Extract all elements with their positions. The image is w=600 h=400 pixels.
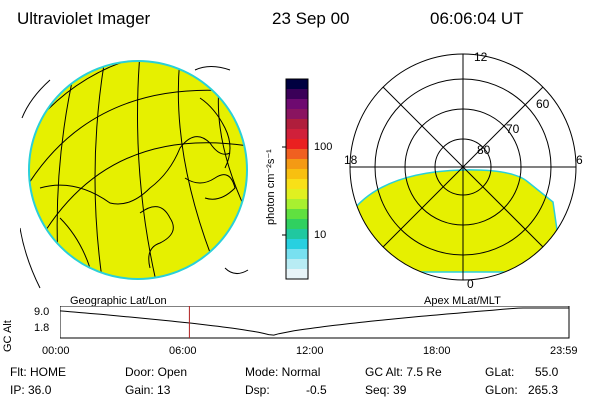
colorbar-tick-100: 100 [314, 141, 333, 153]
latitude-line [30, 62, 221, 159]
colorbar-step [286, 139, 308, 150]
colorbar-step [286, 219, 308, 230]
mlt-label-6: 6 [576, 153, 583, 167]
colorbar-step [286, 119, 308, 130]
altitude-curve [60, 307, 569, 336]
mode-status: Mode: Normal [245, 365, 321, 379]
colorbar-step [286, 199, 308, 210]
apex-title: Apex MLat/MLT [424, 295, 501, 307]
mlat-label-70: 70 [506, 122, 520, 136]
color-bar: photon cm⁻²s⁻¹ [265, 78, 309, 280]
longitude-line [137, 62, 161, 278]
time-tick-0600: 06:00 [169, 345, 197, 357]
glon-label: GLon: [485, 383, 518, 397]
colorbar-unit-label: photon cm⁻²s⁻¹ [265, 149, 277, 225]
colorbar-step [286, 269, 308, 280]
coastline [39, 136, 231, 205]
dsp-label: Dsp: [245, 383, 270, 397]
coastline [184, 174, 236, 200]
date-label: 23 Sep 00 [272, 9, 350, 28]
mlt-label-12: 12 [474, 50, 488, 64]
coastline [199, 97, 231, 169]
colorbar-step [286, 189, 308, 200]
mlt-label-18: 18 [344, 153, 358, 167]
dsp-value: -0.5 [306, 383, 327, 397]
colorbar-step [286, 239, 308, 250]
glat-value: 55.0 [535, 365, 559, 379]
auroral-region [350, 169, 564, 273]
colorbar-step [286, 129, 308, 140]
y-min-label: 1.8 [34, 322, 50, 334]
flight-mode: Flt: HOME [10, 365, 66, 379]
y-max-label: 9.0 [34, 306, 50, 318]
glon-value: 265.3 [528, 383, 559, 397]
geographic-title: Geographic Lat/Lon [70, 295, 167, 307]
geographic-image [20, 60, 249, 289]
door-status: Door: Open [125, 365, 188, 379]
gc-alt-value: GC Alt: 7.5 Re [365, 365, 442, 379]
longitude-line [177, 62, 221, 278]
polar-plot: 12 18 6 0 60 70 80 [344, 50, 583, 291]
ip-value: IP: 36.0 [10, 383, 52, 397]
time-tick-1800: 18:00 [423, 345, 451, 357]
gc-alt-axis-label: GC Alt [2, 320, 14, 352]
latitude-line [30, 89, 246, 199]
colorbar-step [286, 149, 308, 160]
glat-label: GLat: [485, 365, 515, 379]
earth-disk [28, 60, 248, 280]
colorbar-step [286, 179, 308, 190]
colorbar-step [286, 259, 308, 270]
gain-value: Gain: 13 [125, 383, 171, 397]
latitude-line [30, 142, 246, 259]
colorbar-step [286, 169, 308, 180]
colorbar-step [286, 159, 308, 170]
seq-value: Seq: 39 [365, 383, 407, 397]
time-tick-0000: 00:00 [42, 345, 70, 357]
colorbar-tick-10: 10 [314, 229, 327, 241]
colorbar-step [286, 109, 308, 120]
mlat-label-80: 80 [477, 143, 491, 157]
mlat-label-60: 60 [536, 97, 550, 111]
altitude-timeline [60, 306, 570, 339]
time-tick-1200: 12:00 [296, 345, 324, 357]
colorbar-step [286, 79, 308, 90]
instrument-title: Ultraviolet Imager [17, 9, 151, 28]
colorbar-step [286, 229, 308, 240]
time-label: 06:06:04 UT [430, 9, 524, 28]
colorbar-step [286, 89, 308, 100]
colorbar-step [286, 249, 308, 260]
mlt-label-0: 0 [467, 277, 474, 291]
time-tick-2359: 23:59 [550, 345, 578, 357]
longitude-line [94, 62, 106, 278]
colorbar-step [286, 99, 308, 110]
colorbar-step [286, 209, 308, 220]
coastline [139, 206, 174, 269]
